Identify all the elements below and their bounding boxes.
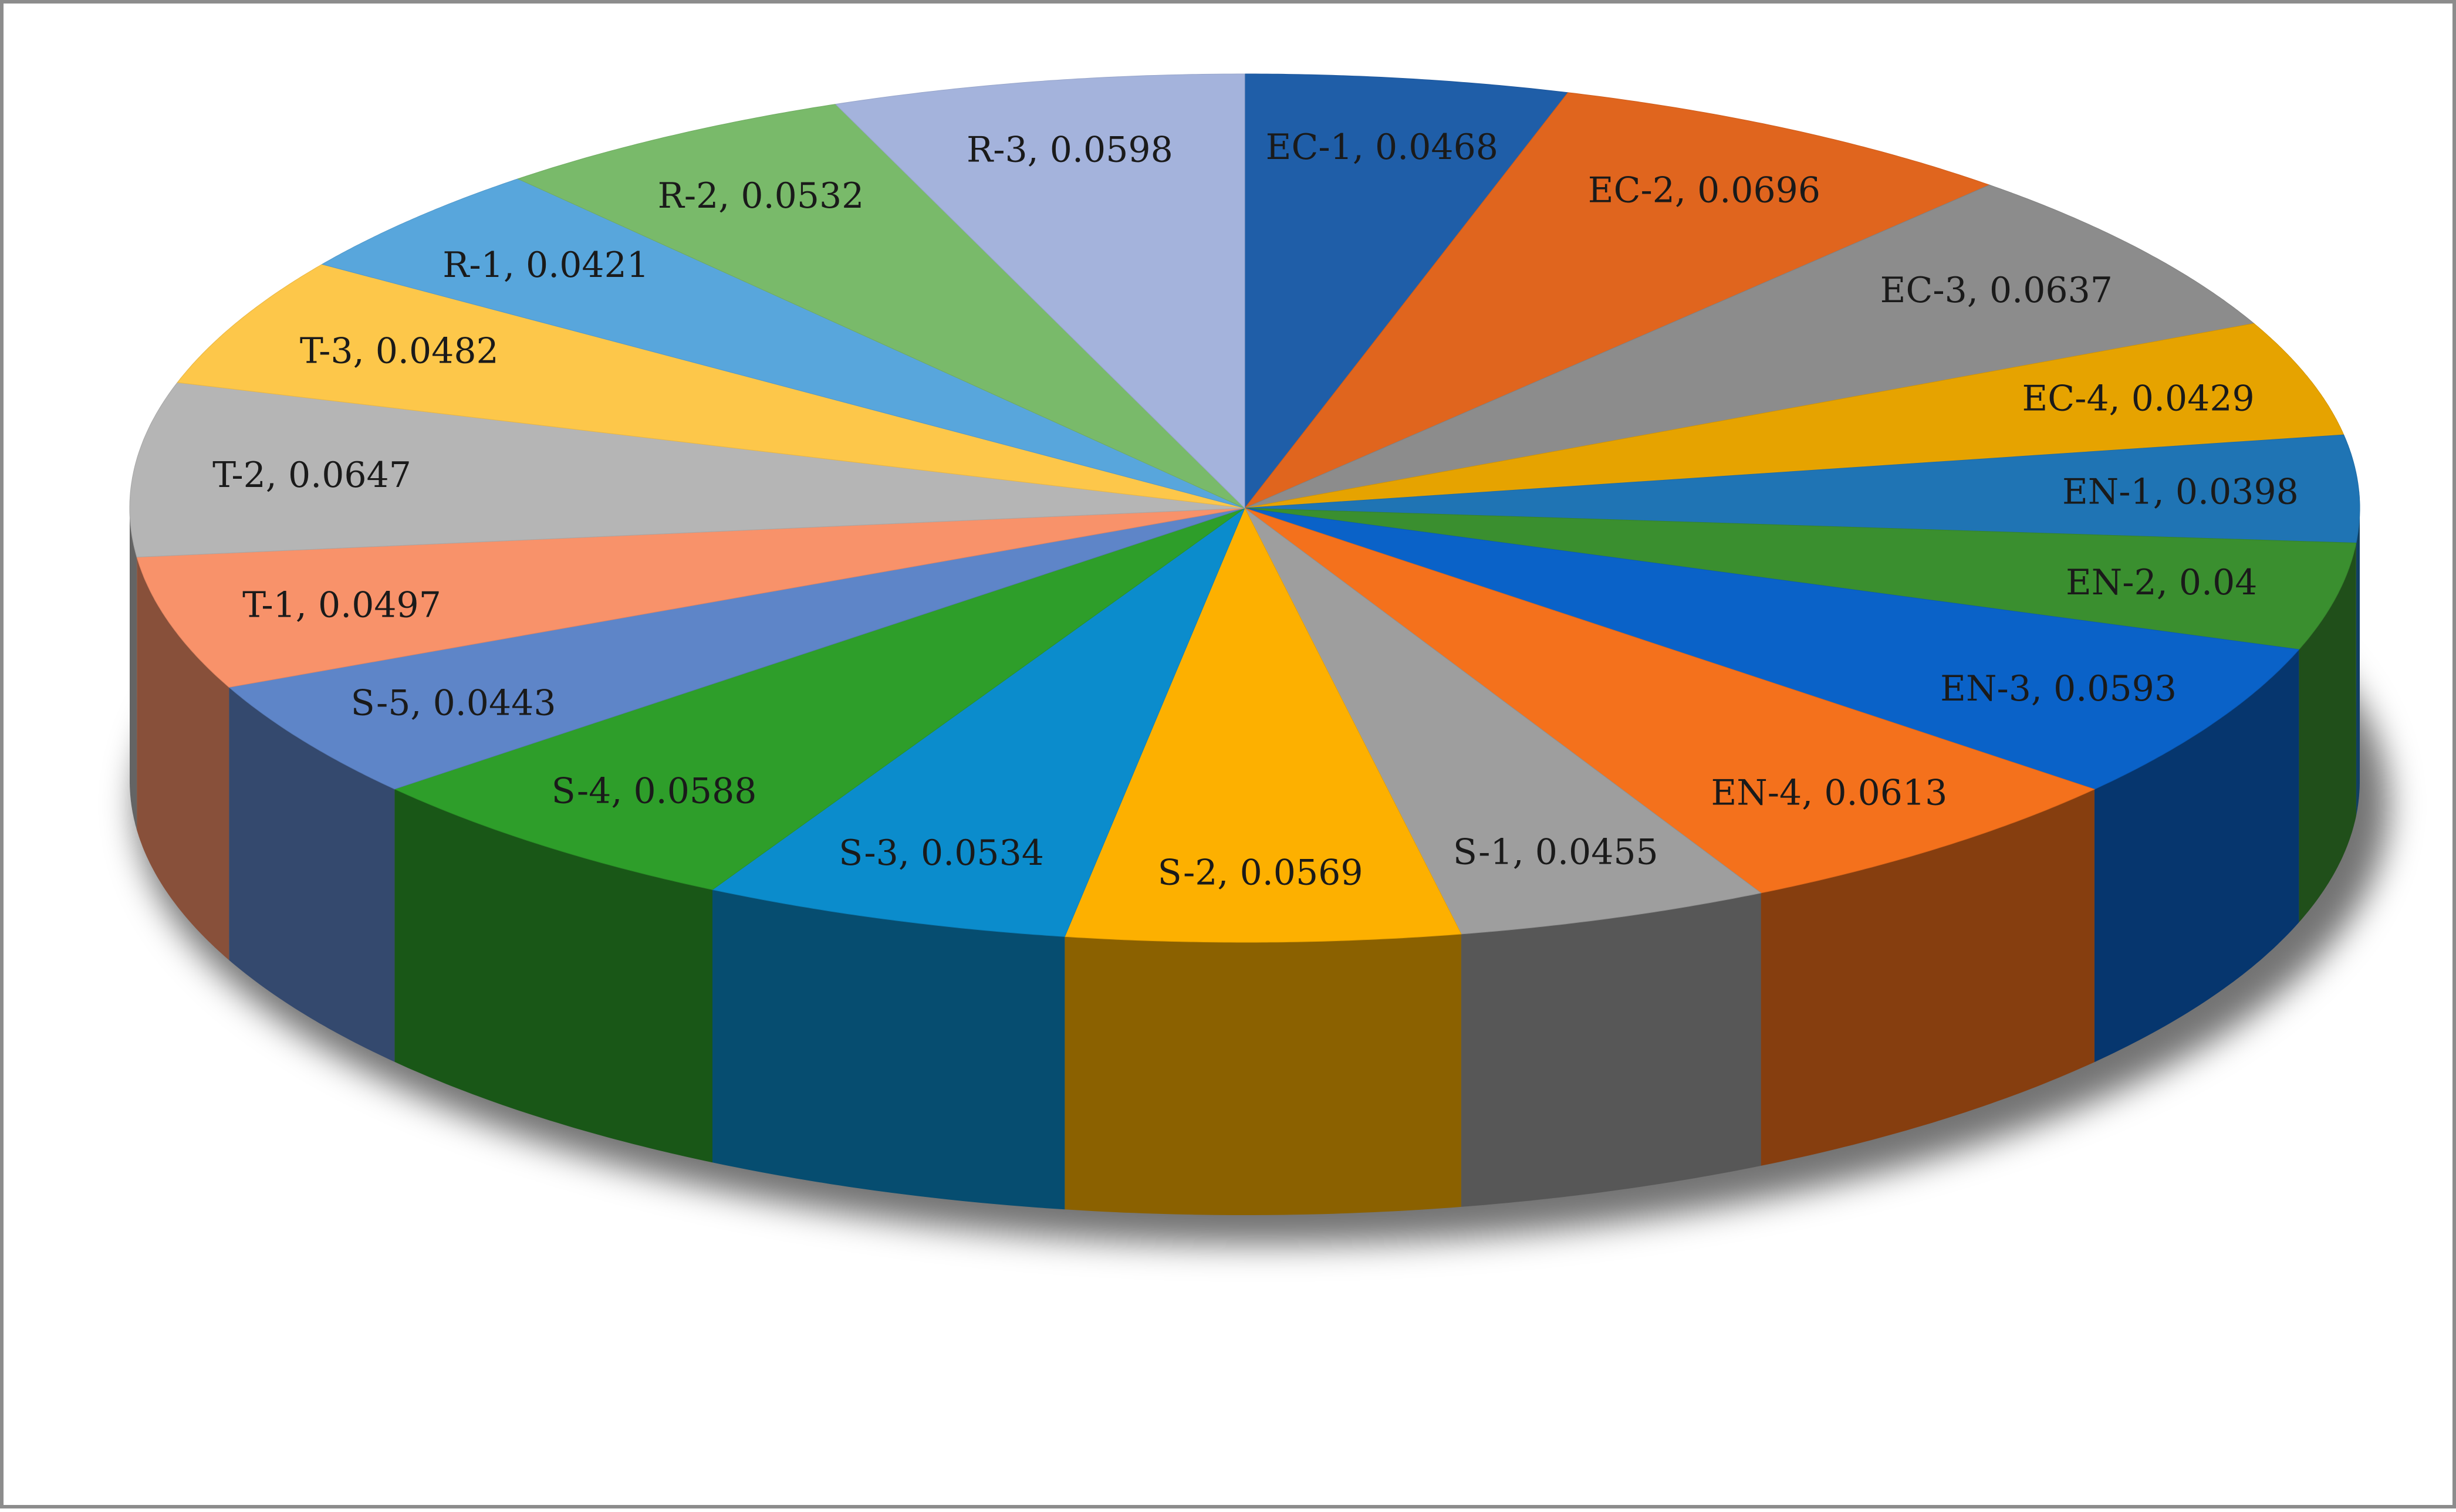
- pie-slice-s-3: [711, 507, 1246, 937]
- pie-slice-en-2: [1244, 508, 2357, 650]
- data-label-r-1: R-1, 0.0421: [442, 245, 649, 286]
- pie-slice-ec-4: [1244, 323, 2344, 509]
- data-label-t-1: T-1, 0.0497: [242, 584, 441, 625]
- pie-labels: EC-1, 0.0468 EC-2, 0.0696 EC-3, 0.0637 EC-4…: [212, 127, 2299, 893]
- pie-side-t-2: [130, 508, 137, 830]
- pie-slice-r-3: [835, 73, 1245, 509]
- pie-side-s-3: [712, 889, 1065, 1210]
- data-label-r-3: R-3, 0.0598: [967, 129, 1173, 170]
- data-label-ec-3: EC-3, 0.0637: [1880, 270, 2113, 311]
- pie-side-en-2: [2299, 543, 2356, 922]
- data-label-ec-4: EC-4, 0.0429: [2022, 378, 2254, 420]
- pie-sides: [130, 508, 2360, 1215]
- pie-side-s-5: [229, 687, 395, 1062]
- pie-side-s-1: [1461, 892, 1761, 1207]
- pie-slice-ec-3: [1244, 184, 2255, 509]
- pie-side-en-3: [2094, 650, 2299, 1063]
- pie-slice-ec-1: [1244, 73, 1569, 509]
- pie-slice-t-2: [129, 382, 1245, 558]
- pie-slice-en-3: [1244, 508, 2300, 790]
- pie-slice-en-4: [1244, 508, 2096, 894]
- data-label-ec-2: EC-2, 0.0696: [1588, 170, 1820, 211]
- data-label-s-5: S-5, 0.0443: [351, 683, 556, 724]
- data-label-s-2: S-2, 0.0569: [1158, 853, 1363, 894]
- data-label-t-3: T-3, 0.0482: [300, 331, 499, 372]
- data-label-en-3: EN-3, 0.0593: [1940, 668, 2177, 709]
- pie-slice-s-4: [394, 508, 1245, 890]
- pie-chart: EC-1, 0.0468 EC-2, 0.0696 EC-3, 0.0637 EC-4…: [129, 73, 2389, 1244]
- pie-side-en-4: [1761, 789, 2094, 1166]
- pie-top: [129, 73, 2360, 943]
- data-label-en-1: EN-1, 0.0398: [2062, 471, 2299, 512]
- data-label-s-1: S-1, 0.0455: [1453, 831, 1658, 872]
- pie-slice-s-1: [1244, 508, 1762, 935]
- pie-side-s-2: [1065, 933, 1461, 1215]
- data-label-r-2: R-2, 0.0532: [658, 175, 864, 217]
- pie-slice-en-1: [1244, 434, 2360, 544]
- data-label-s-3: S-3, 0.0534: [839, 833, 1044, 874]
- data-label-ec-1: EC-1, 0.0468: [1266, 127, 1498, 168]
- pie-slice-r-1: [321, 178, 1245, 509]
- data-label-s-4: S-4, 0.0588: [552, 770, 757, 811]
- pie-side-en-1: [2356, 508, 2360, 816]
- pie-side-s-4: [394, 789, 712, 1163]
- pie-slice-t-1: [136, 508, 1245, 688]
- pie-side-t-1: [137, 557, 229, 960]
- pie-slice-ec-2: [1244, 92, 1991, 509]
- pie-slice-s-5: [228, 508, 1245, 790]
- data-label-t-2: T-2, 0.0647: [212, 455, 411, 496]
- data-label-en-2: EN-2, 0.04: [2066, 562, 2257, 603]
- pie-slice-t-3: [177, 263, 1245, 509]
- data-label-en-4: EN-4, 0.0613: [1711, 773, 1947, 814]
- pie-slice-r-2: [517, 104, 1245, 509]
- pie-slice-s-2: [1064, 507, 1462, 943]
